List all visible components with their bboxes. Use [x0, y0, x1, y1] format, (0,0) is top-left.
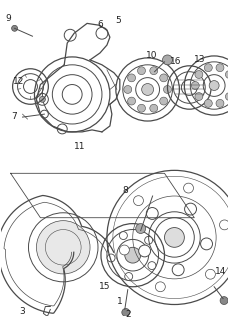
Circle shape	[205, 269, 215, 279]
Text: 7: 7	[12, 112, 17, 121]
Circle shape	[145, 236, 153, 244]
Circle shape	[136, 224, 146, 234]
Text: 12: 12	[13, 77, 24, 86]
Circle shape	[125, 273, 133, 280]
Text: 3: 3	[20, 307, 25, 316]
Text: 15: 15	[99, 282, 111, 291]
Circle shape	[204, 64, 212, 72]
Circle shape	[39, 96, 45, 102]
Circle shape	[195, 71, 203, 78]
Text: 9: 9	[6, 14, 11, 23]
Circle shape	[128, 97, 136, 105]
Circle shape	[220, 220, 229, 230]
Text: 1: 1	[117, 297, 123, 306]
Circle shape	[164, 228, 184, 247]
Circle shape	[139, 245, 151, 257]
Circle shape	[119, 232, 127, 240]
Text: 11: 11	[74, 142, 86, 151]
Circle shape	[107, 254, 115, 262]
Circle shape	[160, 97, 168, 105]
Circle shape	[148, 262, 156, 269]
Circle shape	[204, 100, 212, 107]
Circle shape	[124, 85, 132, 93]
Circle shape	[155, 282, 165, 292]
Circle shape	[225, 92, 229, 100]
Circle shape	[191, 82, 199, 90]
Circle shape	[164, 85, 172, 93]
Circle shape	[138, 104, 145, 112]
Circle shape	[216, 100, 224, 107]
Text: 13: 13	[194, 55, 205, 64]
Circle shape	[146, 208, 158, 220]
Circle shape	[150, 104, 158, 112]
Circle shape	[150, 67, 158, 75]
Circle shape	[138, 67, 145, 75]
Circle shape	[195, 92, 203, 100]
Circle shape	[225, 71, 229, 78]
Circle shape	[201, 238, 213, 250]
Circle shape	[184, 183, 194, 193]
Circle shape	[128, 74, 136, 82]
Text: 8: 8	[122, 186, 128, 195]
Circle shape	[220, 297, 228, 305]
Text: 2: 2	[125, 310, 131, 319]
Circle shape	[125, 247, 141, 263]
Circle shape	[142, 84, 154, 95]
Circle shape	[209, 81, 219, 91]
Circle shape	[119, 245, 129, 255]
Circle shape	[163, 55, 172, 65]
Circle shape	[160, 74, 168, 82]
Text: 14: 14	[215, 268, 227, 276]
Circle shape	[122, 308, 130, 316]
Circle shape	[134, 196, 143, 205]
Circle shape	[185, 203, 196, 215]
Text: 6: 6	[97, 20, 103, 29]
Circle shape	[172, 264, 184, 276]
Text: 10: 10	[146, 52, 157, 60]
Text: 16: 16	[170, 57, 181, 66]
Circle shape	[36, 221, 90, 274]
Text: 5: 5	[115, 16, 121, 25]
Circle shape	[12, 25, 18, 31]
Circle shape	[216, 64, 224, 72]
